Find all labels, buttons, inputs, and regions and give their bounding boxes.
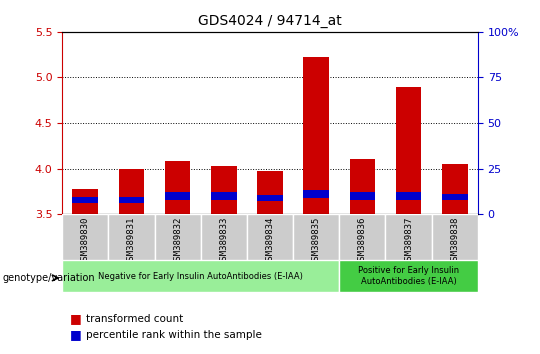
Bar (201, 214, 247, 260)
Text: GSM389837: GSM389837 (404, 216, 413, 265)
Bar (154, 214, 201, 260)
Bar (303, 57, 329, 214)
Text: Negative for Early Insulin AutoAntibodies (E-IAA): Negative for Early Insulin AutoAntibodie… (98, 272, 303, 281)
Bar (165, 161, 190, 214)
Text: Positive for Early Insulin
AutoAntibodies (E-IAA): Positive for Early Insulin AutoAntibodie… (358, 267, 459, 286)
Bar (62, 214, 109, 260)
Title: GDS4024 / 94714_at: GDS4024 / 94714_at (198, 14, 342, 28)
Bar (396, 192, 421, 200)
Bar (339, 260, 478, 292)
Bar (211, 166, 237, 214)
Bar (62, 260, 339, 292)
Bar (386, 214, 431, 260)
Bar (442, 164, 468, 214)
Text: ■: ■ (70, 312, 82, 325)
Bar (350, 192, 375, 200)
Text: GSM389830: GSM389830 (80, 216, 90, 265)
Bar (339, 214, 386, 260)
Text: GSM389838: GSM389838 (450, 216, 460, 265)
Bar (247, 214, 293, 260)
Bar (293, 214, 339, 260)
Bar (119, 197, 144, 203)
Bar (431, 214, 478, 260)
Bar (109, 214, 154, 260)
Bar (211, 192, 237, 200)
Text: transformed count: transformed count (86, 314, 184, 324)
Bar (442, 194, 468, 200)
Bar (257, 195, 283, 201)
Text: GSM389833: GSM389833 (219, 216, 228, 265)
Bar (72, 189, 98, 214)
Text: GSM389832: GSM389832 (173, 216, 182, 265)
Bar (303, 190, 329, 198)
Text: genotype/variation: genotype/variation (3, 273, 96, 283)
Text: percentile rank within the sample: percentile rank within the sample (86, 330, 262, 339)
Bar (165, 192, 190, 200)
Bar (119, 169, 144, 214)
Text: GSM389835: GSM389835 (312, 216, 321, 265)
Bar (257, 171, 283, 214)
Text: GSM389834: GSM389834 (266, 216, 274, 265)
Text: GSM389836: GSM389836 (358, 216, 367, 265)
Bar (396, 86, 421, 214)
Text: ■: ■ (70, 328, 82, 341)
Bar (350, 160, 375, 214)
Bar (72, 197, 98, 203)
Text: GSM389831: GSM389831 (127, 216, 136, 265)
